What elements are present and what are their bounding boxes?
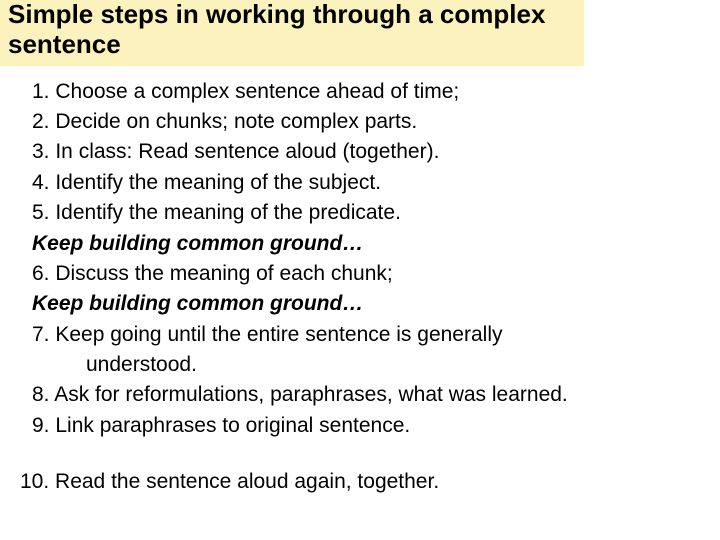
step-1: 1. Choose a complex sentence ahead of ti… xyxy=(32,78,700,106)
body-text-outer: 10. Read the sentence aloud again, toget… xyxy=(0,442,720,496)
step-6: 6. Discuss the meaning of each chunk; xyxy=(32,260,700,288)
step-10: 10. Read the sentence aloud again, toget… xyxy=(20,468,700,496)
body-text: 1. Choose a complex sentence ahead of ti… xyxy=(0,66,720,440)
slide-title: Simple steps in working through a comple… xyxy=(8,0,574,60)
step-4: 4. Identify the meaning of the subject. xyxy=(32,169,700,197)
refrain-2: Keep building common ground… xyxy=(32,290,700,318)
refrain-1: Keep building common ground… xyxy=(32,230,700,258)
step-8: 8. Ask for reformulations, paraphrases, … xyxy=(32,381,700,409)
step-5: 5. Identify the meaning of the predicate… xyxy=(32,199,700,227)
step-2: 2. Decide on chunks; note complex parts. xyxy=(32,108,700,136)
title-box: Simple steps in working through a comple… xyxy=(0,0,584,66)
slide: Simple steps in working through a comple… xyxy=(0,0,720,540)
step-7-line2: understood. xyxy=(32,351,700,379)
step-7-line1: 7. Keep going until the entire sentence … xyxy=(32,321,700,349)
step-9: 9. Link paraphrases to original sentence… xyxy=(32,412,700,440)
step-3: 3. In class: Read sentence aloud (togeth… xyxy=(32,138,700,166)
